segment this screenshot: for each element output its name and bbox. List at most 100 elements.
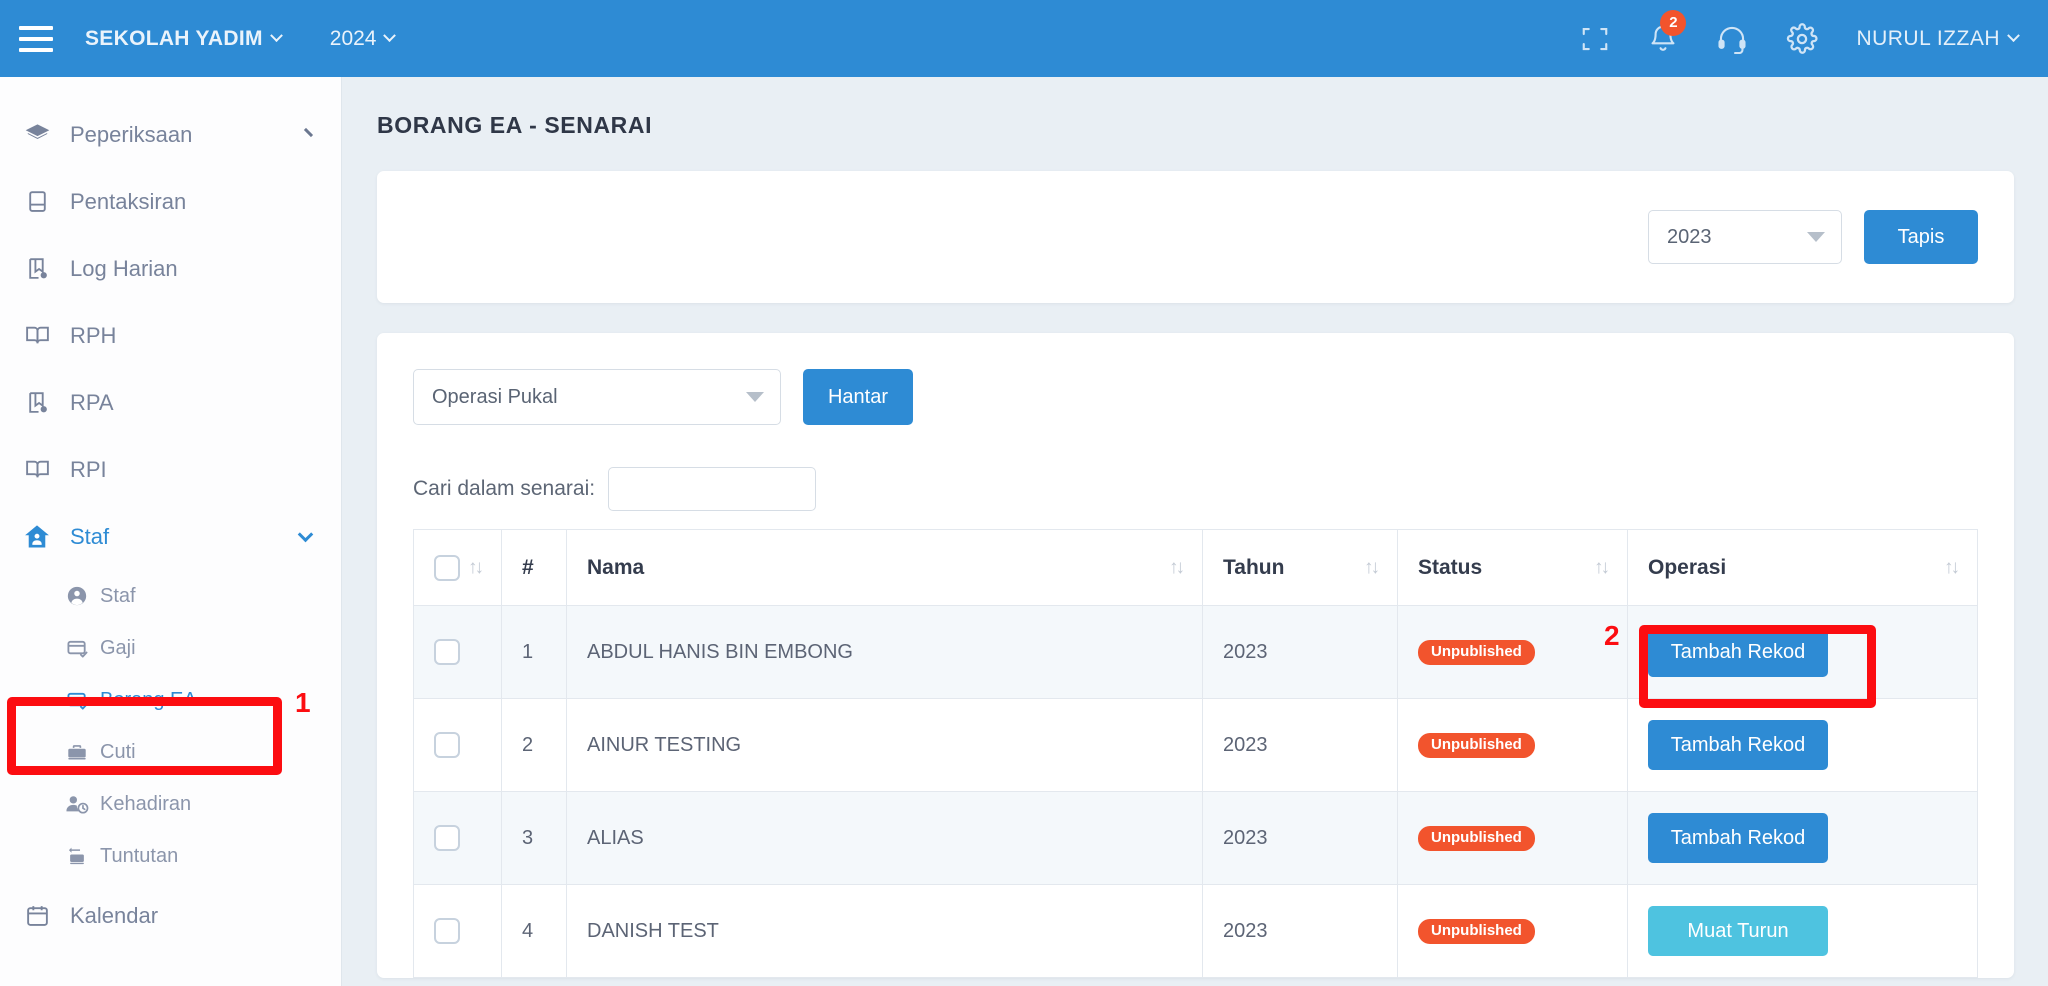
cell-index: 1 — [501, 605, 567, 699]
sidebar-item-peperiksaan[interactable]: Peperiksaan — [0, 101, 341, 168]
topbar-actions: 2 NURUL IZZAH — [1580, 9, 2048, 55]
sidebar-subitem-gaji[interactable]: Gaji — [0, 622, 341, 674]
gear-icon[interactable] — [1786, 22, 1818, 55]
annotation-number-1: 1 — [295, 687, 311, 718]
search-label: Cari dalam senarai: — [413, 477, 596, 500]
bell-icon[interactable]: 2 — [1648, 9, 1687, 55]
sort-updown-icon[interactable]: ↑↓ — [1594, 556, 1610, 578]
th-tahun[interactable]: Tahun ↑↓ — [1202, 529, 1398, 606]
th-operasi[interactable]: Operasi ↑↓ — [1627, 529, 1978, 606]
cell-operasi: Muat Turun — [1627, 884, 1978, 978]
year-filter-value: 2023 — [1667, 225, 1712, 248]
cell-checkbox[interactable] — [413, 884, 502, 978]
th-index[interactable]: # — [501, 529, 567, 606]
table-search: Cari dalam senarai: — [413, 467, 1978, 511]
home-user-icon — [22, 522, 52, 552]
table-header-row: ↑↓ # Nama ↑↓ Tahun — [413, 529, 1978, 606]
sidebar-subitem-tuntutan[interactable]: Tuntutan — [0, 830, 341, 882]
cell-operasi: Tambah Rekod — [1627, 605, 1978, 699]
cell-checkbox[interactable] — [413, 605, 502, 699]
row-3-tambah-rekod-button[interactable]: Tambah Rekod — [1648, 813, 1828, 863]
status-badge: Unpublished — [1418, 732, 1535, 759]
row-checkbox[interactable] — [434, 639, 460, 665]
sort-updown-icon[interactable]: ↑↓ — [1169, 556, 1185, 578]
sidebar-item-label: Staf — [70, 523, 110, 549]
sidebar-item-borang-ea[interactable]: Borang EA — [0, 674, 341, 726]
cell-nama: DANISH TEST — [566, 884, 1203, 978]
cell-checkbox[interactable] — [413, 791, 502, 885]
select-all-checkbox[interactable] — [434, 554, 460, 581]
row-1-tambah-rekod-button[interactable]: Tambah Rekod — [1648, 627, 1828, 677]
cell-operasi: Tambah Rekod — [1627, 698, 1978, 792]
user-circle-icon — [65, 584, 89, 608]
headset-icon[interactable] — [1716, 24, 1748, 54]
year-filter-select[interactable]: 2023 — [1648, 210, 1842, 264]
sidebar-item-kalendar[interactable]: Kalendar — [0, 882, 341, 949]
book-open-icon — [22, 455, 52, 485]
year-label: 2024 — [329, 26, 377, 50]
sidebar-item-log-harian[interactable]: Log Harian — [0, 235, 341, 302]
sidebar-item-rph[interactable]: RPH — [0, 302, 341, 369]
sort-updown-icon[interactable]: ↑↓ — [468, 556, 484, 578]
claim-icon — [65, 844, 89, 868]
sidebar-item-rpi[interactable]: RPI — [0, 436, 341, 503]
table-card: Operasi Pukal Hantar Cari dalam senarai: — [377, 333, 2014, 978]
row-checkbox[interactable] — [434, 918, 460, 944]
tapis-button[interactable]: Tapis — [1864, 210, 1978, 264]
sort-updown-icon[interactable]: ↑↓ — [1364, 556, 1380, 578]
cell-index: 2 — [501, 698, 567, 792]
top-navbar: SEKOLAH YADIM 2024 2 — [0, 0, 2048, 77]
filter-card: 2023 Tapis — [377, 171, 2014, 303]
sidebar-item-rpa[interactable]: RPA — [0, 369, 341, 436]
year-selector[interactable]: 2024 — [329, 26, 397, 51]
graduation-cap-icon — [22, 120, 52, 150]
sidebar-subitem-kehadiran[interactable]: Kehadiran — [0, 778, 341, 830]
cell-tahun: 2023 — [1202, 884, 1398, 978]
table-body: 1 ABDUL HANIS BIN EMBONG 2023 Unpublishe… — [413, 605, 1978, 978]
cell-tahun: 2023 — [1202, 791, 1398, 885]
user-clock-icon — [65, 792, 89, 816]
sidebar-item-label: Kalendar — [70, 902, 159, 928]
th-label: Status — [1418, 555, 1483, 579]
th-label: Tahun — [1223, 555, 1285, 579]
sidebar-subitem-label: Gaji — [100, 636, 136, 659]
bulk-operation-value: Operasi Pukal — [432, 385, 558, 408]
hantar-button[interactable]: Hantar — [803, 369, 913, 425]
sidebar-item-label: RPI — [70, 456, 107, 482]
row-checkbox[interactable] — [434, 732, 460, 758]
brand-school-selector[interactable]: SEKOLAH YADIM — [85, 27, 283, 51]
sidebar-item-label: RPH — [70, 322, 117, 348]
th-select-all[interactable]: ↑↓ — [413, 529, 502, 606]
row-4-muat-turun-button[interactable]: Muat Turun — [1648, 906, 1828, 956]
status-badge: Unpublished — [1418, 918, 1535, 945]
journal-icon — [22, 388, 52, 418]
sort-updown-icon[interactable]: ↑↓ — [1944, 556, 1960, 578]
table-row: 3 ALIAS 2023 Unpublished Tambah Rekod — [413, 791, 1978, 885]
sidebar-item-staf[interactable]: Staf — [0, 503, 341, 570]
sidebar-subitem-cuti[interactable]: Cuti — [0, 726, 341, 778]
th-label: Nama — [587, 555, 645, 579]
th-nama[interactable]: Nama ↑↓ — [566, 529, 1203, 606]
user-menu[interactable]: NURUL IZZAH — [1856, 27, 2020, 51]
hamburger-icon[interactable] — [19, 25, 53, 52]
card-check-icon — [65, 636, 89, 660]
search-input[interactable] — [608, 467, 817, 511]
sidebar-subitem-label: Kehadiran — [100, 792, 192, 815]
sidebar-subitem-label: Staf — [100, 584, 136, 607]
bulk-operation-select[interactable]: Operasi Pukal — [413, 369, 781, 425]
th-status[interactable]: Status ↑↓ — [1397, 529, 1628, 606]
calendar-icon — [22, 901, 52, 931]
sidebar-item-pentaksiran[interactable]: Pentaksiran — [0, 168, 341, 235]
chevron-down-icon — [383, 29, 397, 43]
fullscreen-icon[interactable] — [1580, 24, 1610, 54]
status-badge: Unpublished — [1418, 639, 1535, 666]
row-checkbox[interactable] — [434, 825, 460, 851]
sidebar-subitem-staf[interactable]: Staf — [0, 570, 341, 622]
cell-operasi: Tambah Rekod — [1627, 791, 1978, 885]
row-2-tambah-rekod-button[interactable]: Tambah Rekod — [1648, 720, 1828, 770]
sidebar-subitem-label: Cuti — [100, 740, 136, 763]
cell-checkbox[interactable] — [413, 698, 502, 792]
briefcase-icon — [65, 740, 89, 764]
chevron-down-icon — [269, 29, 283, 43]
cell-status: Unpublished — [1397, 698, 1628, 792]
